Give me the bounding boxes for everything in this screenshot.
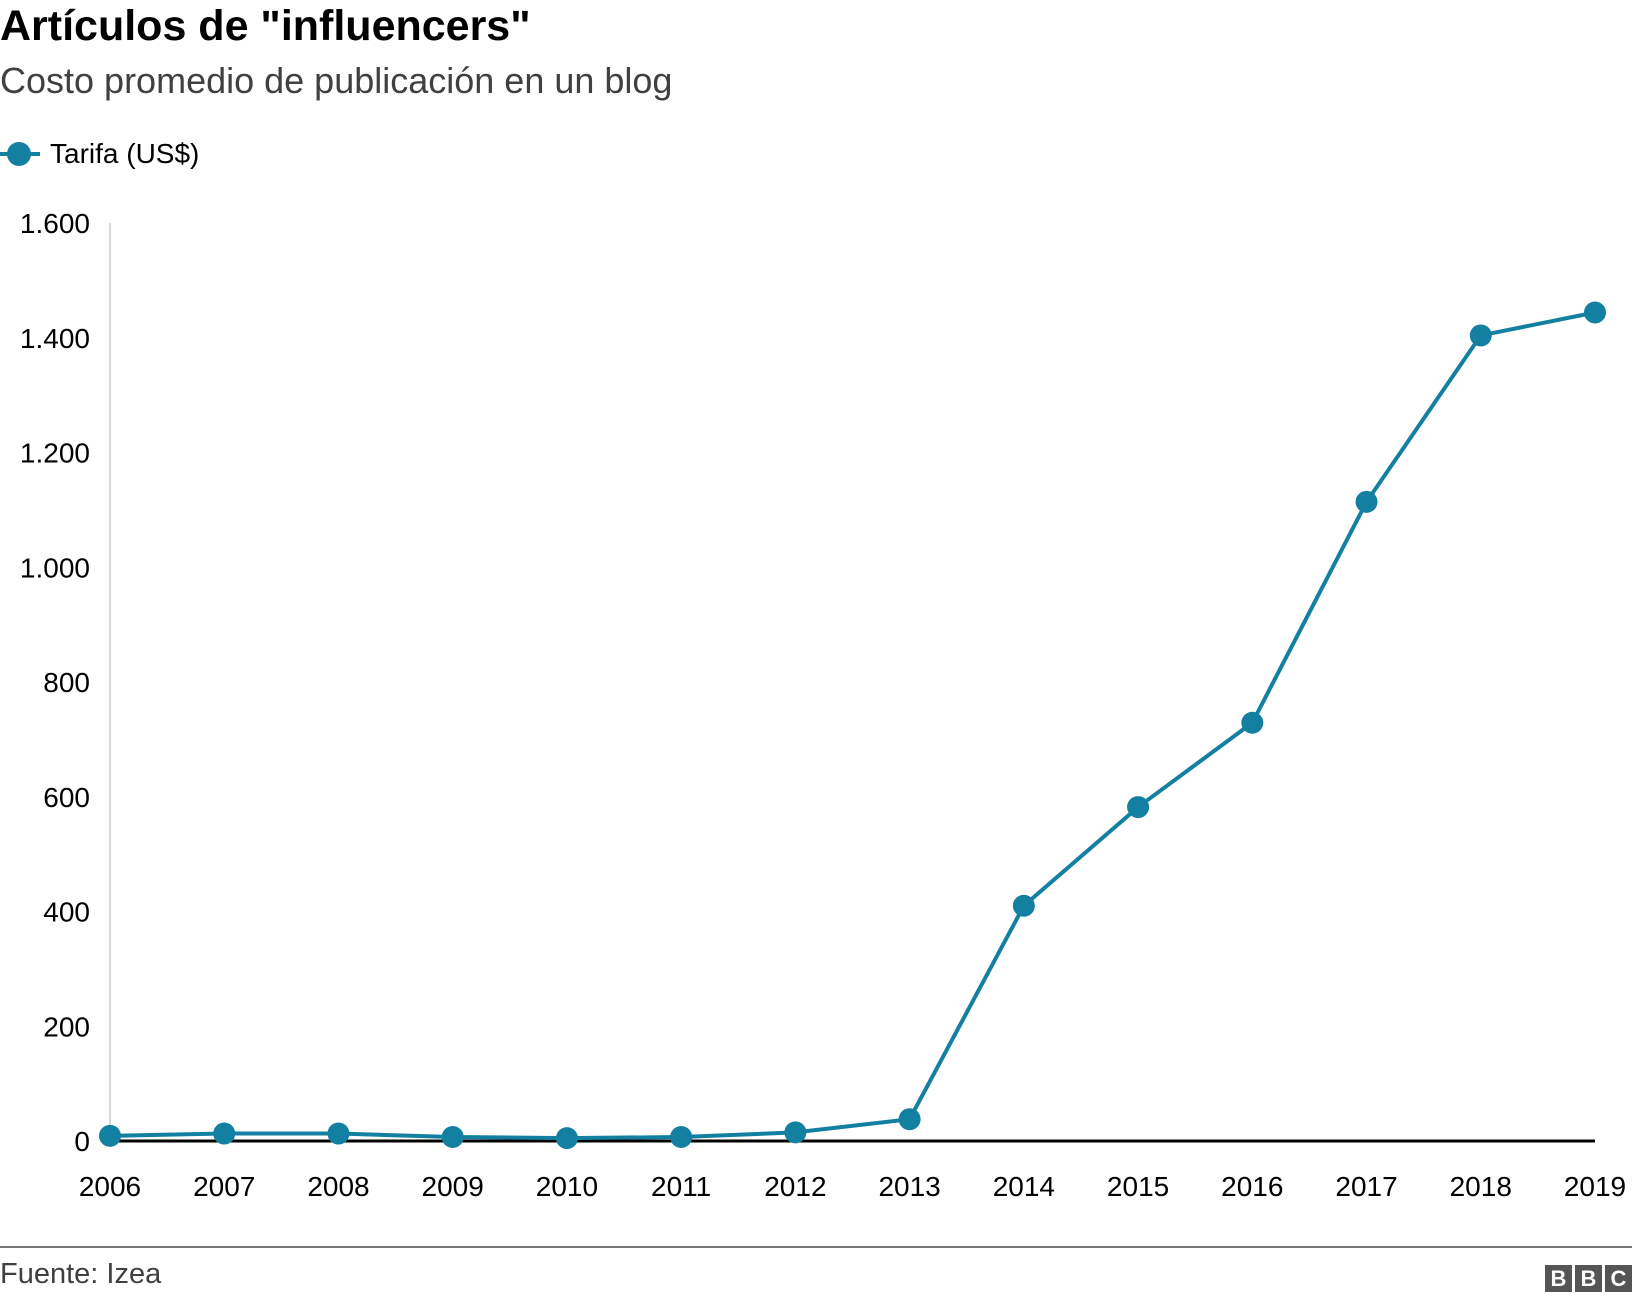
x-tick-label: 2014 <box>993 1171 1055 1202</box>
y-tick-label: 1.600 <box>20 208 90 239</box>
data-point <box>1127 796 1150 819</box>
x-tick-label: 2007 <box>193 1171 255 1202</box>
x-tick-label: 2018 <box>1450 1171 1512 1202</box>
data-point <box>1469 324 1492 347</box>
data-point <box>784 1121 807 1144</box>
x-tick-label: 2017 <box>1335 1171 1397 1202</box>
series-line <box>109 310 1596 1141</box>
y-tick-label: 1.200 <box>20 438 90 469</box>
data-point <box>1355 490 1378 513</box>
data-point <box>213 1122 236 1145</box>
data-point <box>441 1125 464 1148</box>
y-tick-label: 600 <box>43 782 90 813</box>
x-tick-label: 2009 <box>422 1171 484 1202</box>
footer-divider <box>0 1246 1632 1248</box>
data-point <box>670 1125 693 1148</box>
source-note: Fuente: Izea <box>0 1258 162 1290</box>
legend-marker-icon <box>0 140 40 168</box>
data-point <box>1012 894 1035 917</box>
y-tick-label: 1.400 <box>20 323 90 354</box>
x-tick-label: 2012 <box>764 1171 826 1202</box>
data-point <box>327 1122 350 1145</box>
x-tick-label: 2019 <box>1564 1171 1626 1202</box>
y-tick-label: 800 <box>43 667 90 698</box>
x-tick-label: 2006 <box>79 1171 141 1202</box>
x-tick-label: 2015 <box>1107 1171 1169 1202</box>
data-point <box>1241 711 1264 734</box>
x-tick-label: 2010 <box>536 1171 598 1202</box>
data-point <box>99 1124 121 1147</box>
chart-title: Artículos de "influencers" <box>0 2 531 50</box>
data-point <box>898 1108 921 1131</box>
legend-label: Tarifa (US$) <box>50 138 200 169</box>
x-tick-label: 2011 <box>651 1171 711 1202</box>
line-chart: 0 200 400 600 800 1.000 1.200 1.400 1.600 2006 200… <box>20 208 1626 1202</box>
y-tick-label: 400 <box>43 897 90 928</box>
data-point <box>1584 301 1606 324</box>
x-tick-label: 2008 <box>307 1171 369 1202</box>
y-tick-label: 200 <box>43 1011 90 1042</box>
y-tick-label: 1.000 <box>20 552 90 583</box>
chart-subtitle: Costo promedio de publicación en un blog <box>0 60 673 101</box>
data-point <box>555 1127 578 1150</box>
x-tick-label: 2016 <box>1221 1171 1283 1202</box>
x-tick-label: 2013 <box>878 1171 940 1202</box>
y-tick-label: 0 <box>74 1126 90 1157</box>
legend: Tarifa (US$) <box>0 138 199 170</box>
